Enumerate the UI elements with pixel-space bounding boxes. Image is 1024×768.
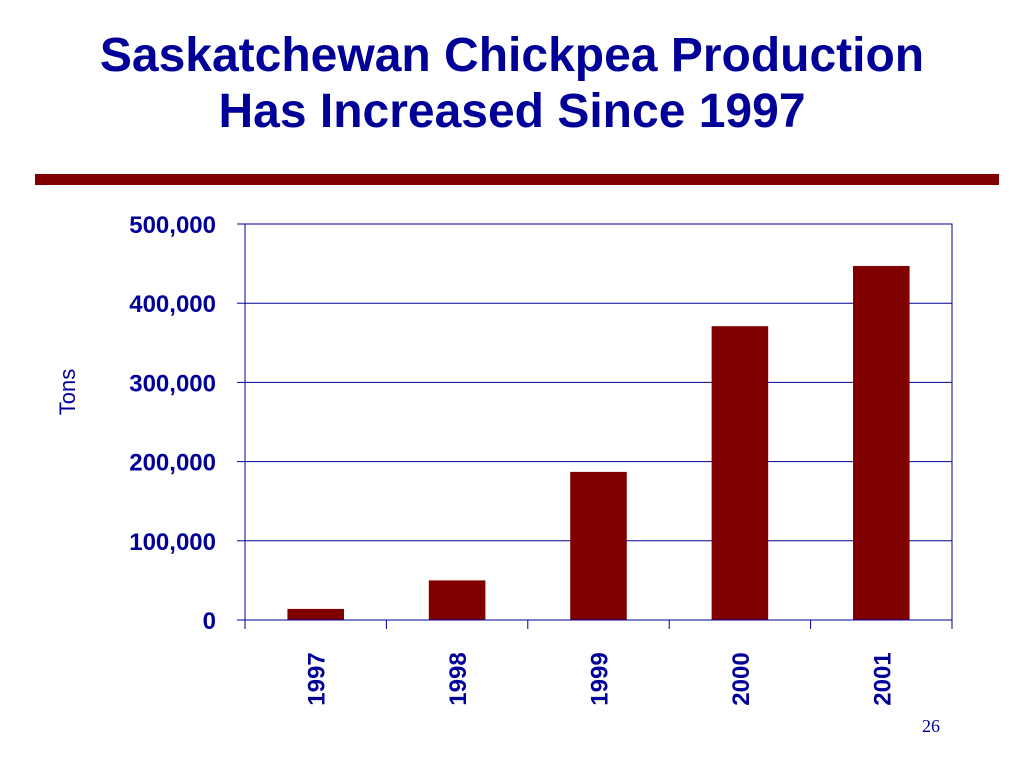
y-tick-label-1: 100,000 xyxy=(129,529,216,556)
y-tick-label-4: 400,000 xyxy=(129,291,216,318)
bar-1999 xyxy=(570,471,627,620)
bars xyxy=(287,265,910,620)
y-tick-label-2: 200,000 xyxy=(129,450,216,477)
x-tick-label-1998: 1998 xyxy=(445,652,472,705)
page-number: 26 xyxy=(922,716,940,736)
bar-2001 xyxy=(853,265,910,620)
x-tick-label-2001: 2001 xyxy=(869,652,896,705)
y-tick-label-3: 300,000 xyxy=(129,370,216,397)
x-tick-label-2000: 2000 xyxy=(728,652,755,705)
y-axis-title: Tons xyxy=(55,369,80,415)
bar-1998 xyxy=(428,580,486,620)
x-tick-label-1997: 1997 xyxy=(304,652,331,705)
slide-title: Saskatchewan Chickpea Production Has Inc… xyxy=(0,28,1024,140)
bar-1997 xyxy=(287,608,344,620)
axes xyxy=(237,223,953,629)
y-tick-label-0: 0 xyxy=(203,608,216,635)
y-tick-labels: 0 100,000 200,000 300,000 400,000 500,000 xyxy=(129,212,216,635)
plot-frame xyxy=(244,223,953,621)
slide-title-line-2: Has Increased Since 1997 xyxy=(218,85,806,138)
y-tick-label-5: 500,000 xyxy=(129,212,216,239)
slide-title-line-1: Saskatchewan Chickpea Production xyxy=(99,29,925,82)
x-tick-label-1999: 1999 xyxy=(587,652,614,705)
bar-2000 xyxy=(711,326,769,620)
title-divider-rule xyxy=(35,174,999,185)
x-tick-labels: 1997 1998 1999 2000 2001 xyxy=(304,652,897,705)
